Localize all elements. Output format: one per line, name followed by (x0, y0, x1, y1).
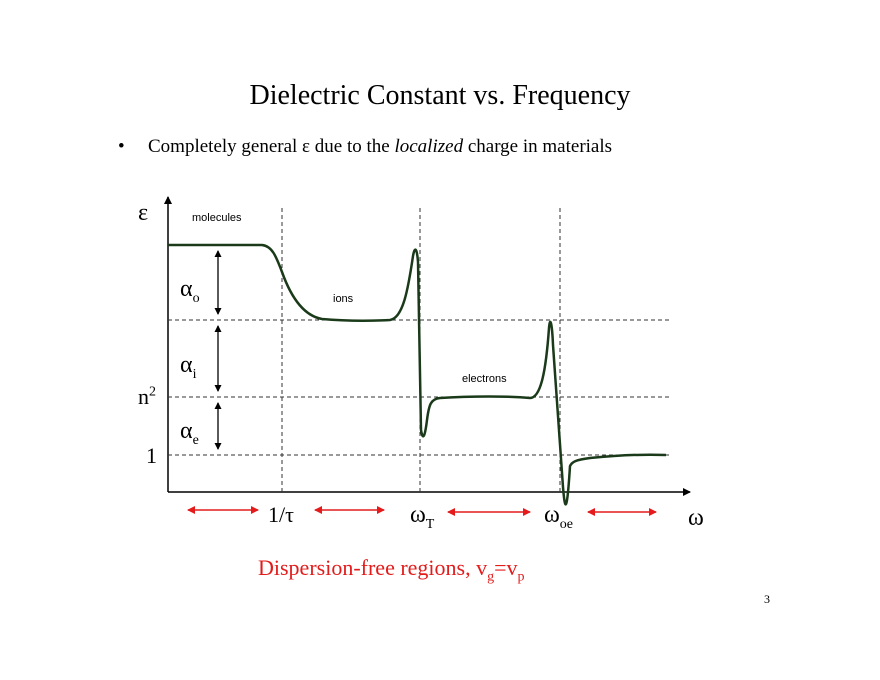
bullet-text-after: charge in materials (463, 136, 613, 157)
bullet-symbol: • (118, 136, 125, 157)
alpha-i-label: αi (180, 352, 196, 383)
alpha-e-sub: e (192, 432, 199, 448)
dispersion-sub-p: p (517, 569, 525, 585)
slide-title: Dielectric Constant vs. Frequency (249, 80, 631, 111)
x-tick-omega-t-sub: T (425, 516, 435, 532)
y-tick-n2-sup: 2 (149, 384, 156, 400)
bullet-point: • Completely general ε due to the localiz… (118, 136, 612, 158)
x-axis-label: ω (688, 505, 704, 531)
x-tick-omega-t: ωT (410, 502, 434, 533)
region-label-molecules: molecules (192, 212, 242, 224)
bullet-text-before: Completely general ε due to the (148, 136, 395, 157)
dispersion-eq: =v (494, 555, 518, 580)
region-label-electrons: electrons (462, 373, 507, 385)
y-tick-one: 1 (146, 443, 157, 468)
alpha-o-base: α (180, 276, 193, 302)
region-label-ions: ions (333, 293, 354, 305)
dispersion-text: Dispersion-free regions, v (258, 555, 488, 580)
x-tick-omega-t-base: ω (410, 502, 426, 528)
alpha-o-label: αo (180, 276, 200, 307)
x-tick-omega-oe: ωoe (544, 502, 573, 533)
x-tick-omega-oe-base: ω (544, 502, 560, 528)
dielectric-curve (168, 243, 667, 506)
page-number: 3 (764, 592, 770, 606)
alpha-e-label: αe (180, 418, 199, 449)
x-tick-omega-oe-sub: oe (559, 516, 574, 532)
alpha-o-sub: o (192, 290, 200, 306)
y-tick-n2: n2 (138, 384, 156, 410)
alpha-i-base: α (180, 352, 193, 378)
x-tick-tau: 1/τ (268, 502, 294, 527)
dispersion-caption: Dispersion-free regions, vg=vp (258, 555, 525, 585)
alpha-i-sub: i (192, 366, 197, 382)
y-tick-n2-base: n (138, 384, 149, 409)
y-axis-label: ε (138, 200, 149, 226)
alpha-e-base: α (180, 418, 193, 444)
dispersion-sub-g: g (487, 569, 495, 585)
bullet-text-italic: localized (394, 136, 464, 157)
